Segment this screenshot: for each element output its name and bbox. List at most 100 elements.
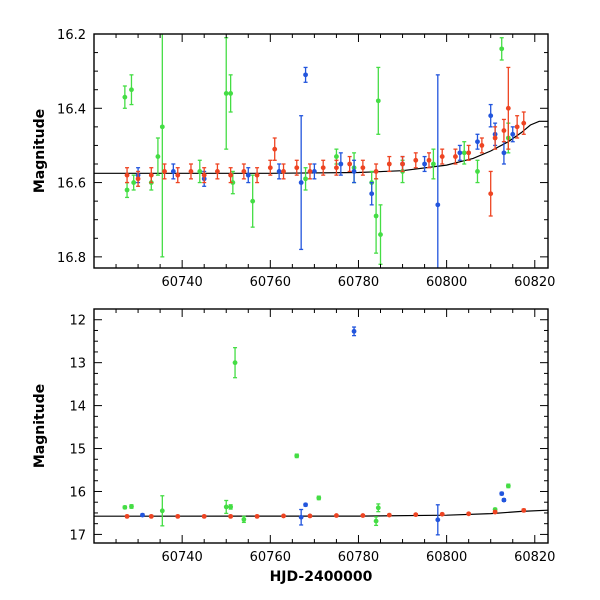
marker bbox=[316, 495, 322, 501]
data-point bbox=[375, 66, 381, 135]
marker bbox=[514, 124, 520, 130]
data-point bbox=[175, 167, 181, 184]
data-point bbox=[422, 155, 427, 173]
plot-area bbox=[94, 34, 548, 268]
marker bbox=[439, 511, 445, 517]
data-point bbox=[148, 513, 154, 519]
marker bbox=[435, 202, 441, 208]
top-panel: 60740 60760 60780 60800 60820 16.2 16.4 16.6 16.… bbox=[32, 28, 555, 290]
data-point bbox=[499, 37, 505, 61]
data-point bbox=[175, 513, 181, 519]
marker bbox=[373, 169, 379, 174]
marker bbox=[360, 165, 366, 171]
marker bbox=[430, 161, 436, 167]
y-tick-label: 16 bbox=[69, 485, 86, 500]
marker bbox=[298, 514, 304, 520]
data-point bbox=[250, 174, 256, 228]
data-point bbox=[413, 152, 419, 169]
marker bbox=[267, 165, 273, 171]
data-series bbox=[124, 66, 527, 217]
plot-frame bbox=[93, 33, 549, 269]
marker bbox=[303, 72, 308, 78]
data-point bbox=[254, 513, 260, 519]
data-point bbox=[303, 167, 308, 191]
marker bbox=[188, 169, 194, 174]
marker bbox=[413, 512, 419, 518]
data-point bbox=[307, 163, 313, 180]
marker bbox=[307, 513, 313, 519]
data-point bbox=[505, 66, 511, 150]
plot-area bbox=[94, 326, 548, 536]
y-axis-label: Magnitude bbox=[32, 384, 48, 468]
data-point bbox=[435, 74, 441, 268]
marker bbox=[129, 504, 134, 509]
data-point bbox=[159, 495, 165, 527]
marker bbox=[475, 139, 480, 145]
data-point bbox=[488, 103, 494, 128]
data-point bbox=[439, 511, 445, 517]
marker bbox=[457, 150, 463, 156]
marker bbox=[311, 169, 317, 174]
data-point bbox=[375, 503, 381, 513]
data-point bbox=[435, 504, 441, 536]
data-point bbox=[294, 159, 300, 176]
data-point bbox=[303, 502, 308, 508]
x-tick-label: 60780 bbox=[338, 275, 379, 290]
marker bbox=[439, 154, 445, 159]
data-point bbox=[124, 181, 130, 199]
data-point bbox=[373, 516, 379, 527]
marker bbox=[175, 513, 181, 519]
data-point bbox=[197, 159, 203, 184]
data-point bbox=[254, 167, 260, 184]
marker bbox=[375, 505, 381, 511]
marker bbox=[351, 328, 357, 334]
data-point bbox=[294, 453, 300, 459]
marker bbox=[250, 198, 256, 204]
marker bbox=[124, 187, 130, 193]
data-point bbox=[135, 170, 141, 187]
x-tick-label: 60800 bbox=[426, 275, 467, 290]
marker bbox=[241, 169, 247, 174]
marker bbox=[228, 91, 234, 96]
data-point bbox=[241, 163, 247, 180]
marker bbox=[334, 165, 339, 171]
data-point bbox=[466, 511, 472, 517]
marker bbox=[369, 191, 375, 197]
data-point bbox=[201, 167, 207, 184]
data-point bbox=[272, 137, 278, 161]
data-series bbox=[122, 34, 511, 265]
x-tick-label: 60780 bbox=[338, 550, 379, 565]
marker bbox=[426, 157, 432, 163]
data-point bbox=[228, 504, 234, 510]
data-point bbox=[320, 159, 326, 176]
marker bbox=[122, 94, 128, 100]
marker bbox=[334, 513, 339, 518]
x-tick-label: 60820 bbox=[514, 275, 555, 290]
marker bbox=[510, 131, 516, 137]
data-series bbox=[135, 66, 516, 268]
marker bbox=[307, 169, 313, 174]
data-point bbox=[521, 111, 527, 135]
data-point bbox=[170, 163, 176, 180]
data-point bbox=[155, 137, 161, 176]
marker bbox=[162, 169, 167, 174]
marker bbox=[298, 180, 304, 185]
data-point bbox=[223, 37, 229, 150]
data-point bbox=[475, 159, 480, 184]
marker bbox=[373, 213, 379, 219]
marker bbox=[223, 91, 229, 96]
data-point bbox=[501, 497, 507, 503]
data-point bbox=[386, 155, 392, 173]
data-point bbox=[122, 504, 128, 510]
data-point bbox=[369, 181, 375, 206]
x-tick-label: 60740 bbox=[161, 275, 202, 290]
data-point bbox=[426, 152, 432, 169]
data-point bbox=[378, 204, 383, 265]
data-point bbox=[505, 483, 511, 489]
data-point bbox=[492, 509, 498, 515]
marker bbox=[159, 124, 165, 130]
marker bbox=[124, 513, 130, 519]
marker bbox=[505, 483, 511, 489]
marker bbox=[148, 513, 154, 519]
